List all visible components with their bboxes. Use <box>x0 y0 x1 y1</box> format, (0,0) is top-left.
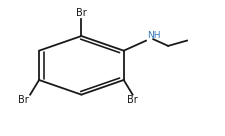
Text: Br: Br <box>76 8 87 18</box>
Text: NH: NH <box>147 31 161 40</box>
Text: Br: Br <box>127 95 138 105</box>
Text: Br: Br <box>18 95 29 105</box>
